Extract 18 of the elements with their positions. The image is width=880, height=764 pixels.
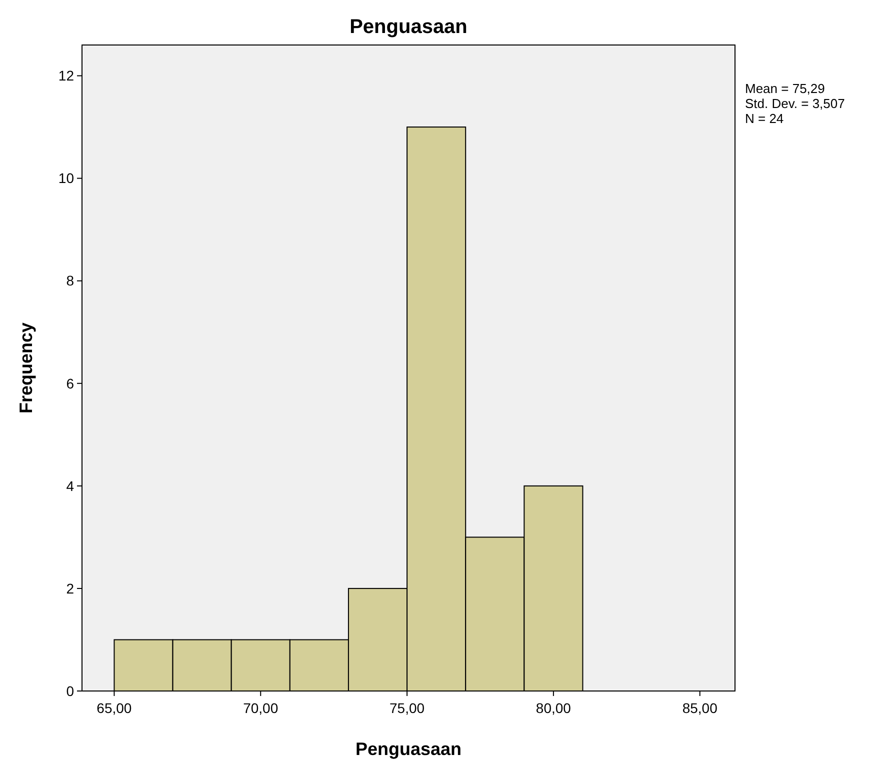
y-tick-label: 4 xyxy=(66,478,74,494)
y-tick-label: 10 xyxy=(58,170,74,186)
y-tick-label: 12 xyxy=(58,68,74,84)
x-axis-title: Penguasaan xyxy=(355,739,462,759)
x-tick-label: 75,00 xyxy=(390,700,425,716)
y-tick-label: 8 xyxy=(66,272,74,289)
chart-title: Penguasaan xyxy=(350,16,468,38)
y-axis-title: Frequency xyxy=(16,322,36,414)
y-tick-label: 2 xyxy=(66,580,74,596)
text: Std. Dev. = 3,507 xyxy=(745,96,845,111)
x-tick-label: 80,00 xyxy=(536,700,572,716)
y-tick-label: 6 xyxy=(66,375,74,392)
x-tick-label: 70,00 xyxy=(243,700,278,716)
text: N = 24 xyxy=(745,111,784,126)
y-tick-label: 0 xyxy=(66,682,74,699)
x-tick-label: 85,00 xyxy=(682,700,718,716)
x-tick-label: 65,00 xyxy=(96,700,132,716)
text: Mean = 75,29 xyxy=(745,81,825,96)
